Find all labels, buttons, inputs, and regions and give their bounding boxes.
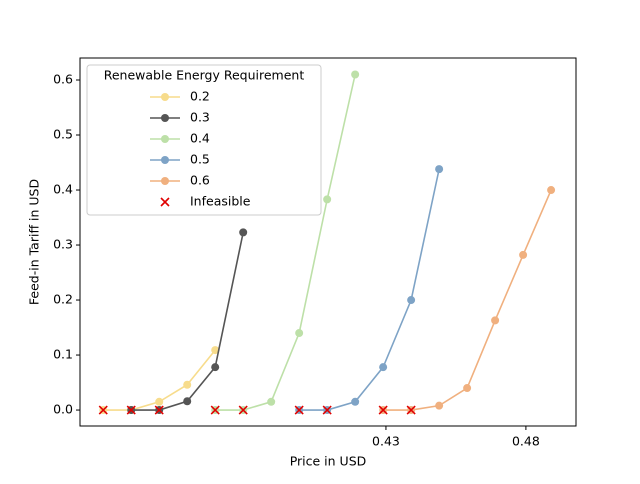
point	[239, 228, 248, 237]
y-tick-label: 0.0	[53, 402, 73, 417]
infeasible-marker	[126, 405, 136, 415]
legend-marker	[161, 93, 169, 101]
point	[519, 250, 528, 259]
x-tick-label: 0.48	[512, 434, 540, 449]
point	[155, 397, 164, 406]
infeasible-marker	[238, 405, 248, 415]
x-axis-label: Price in USD	[290, 454, 367, 469]
legend-marker	[161, 156, 169, 164]
point	[267, 397, 276, 406]
infeasible-marker	[294, 405, 304, 415]
infeasible-marker	[154, 405, 164, 415]
infeasible-marker	[406, 405, 416, 415]
legend-marker	[161, 177, 169, 185]
plot-frame	[79, 57, 577, 427]
y-tick-label: 0.6	[53, 72, 73, 87]
point	[211, 363, 220, 372]
point	[211, 346, 220, 355]
infeasible-marker	[378, 405, 388, 415]
infeasible-marker	[98, 405, 108, 415]
y-tick-label: 0.4	[53, 182, 73, 197]
point	[183, 380, 192, 389]
legend-label: 0.6	[190, 173, 210, 188]
point	[351, 70, 360, 79]
point	[351, 397, 360, 406]
y-tick-label: 0.2	[53, 292, 73, 307]
legend-title: Renewable Energy Requirement	[104, 68, 305, 83]
legend-label: 0.3	[190, 110, 210, 125]
legend-label: 0.5	[190, 152, 210, 167]
point	[183, 397, 192, 406]
legend-label: 0.2	[190, 89, 210, 104]
legend-marker	[160, 197, 170, 207]
series-line	[299, 168, 440, 411]
y-axis-label: Feed-in Tariff in USD	[27, 179, 42, 305]
legend-marker	[161, 114, 169, 122]
x-tick-label: 0.43	[372, 434, 400, 449]
series-line	[215, 74, 356, 411]
point	[463, 384, 472, 393]
y-tick-label: 0.1	[53, 347, 73, 362]
point	[379, 363, 388, 372]
legend-marker	[161, 135, 169, 143]
legend-label: 0.4	[190, 131, 210, 146]
point	[491, 316, 500, 325]
infeasible-marker	[210, 405, 220, 415]
legend-label: Infeasible	[190, 194, 251, 209]
infeasible-marker	[322, 405, 332, 415]
point	[323, 195, 332, 204]
point	[435, 401, 444, 410]
point	[435, 165, 444, 174]
point	[547, 186, 556, 195]
legend-box	[86, 64, 322, 216]
point	[407, 296, 416, 305]
y-tick-label: 0.3	[53, 237, 73, 252]
y-tick-label: 0.5	[53, 127, 73, 142]
point	[295, 329, 304, 338]
